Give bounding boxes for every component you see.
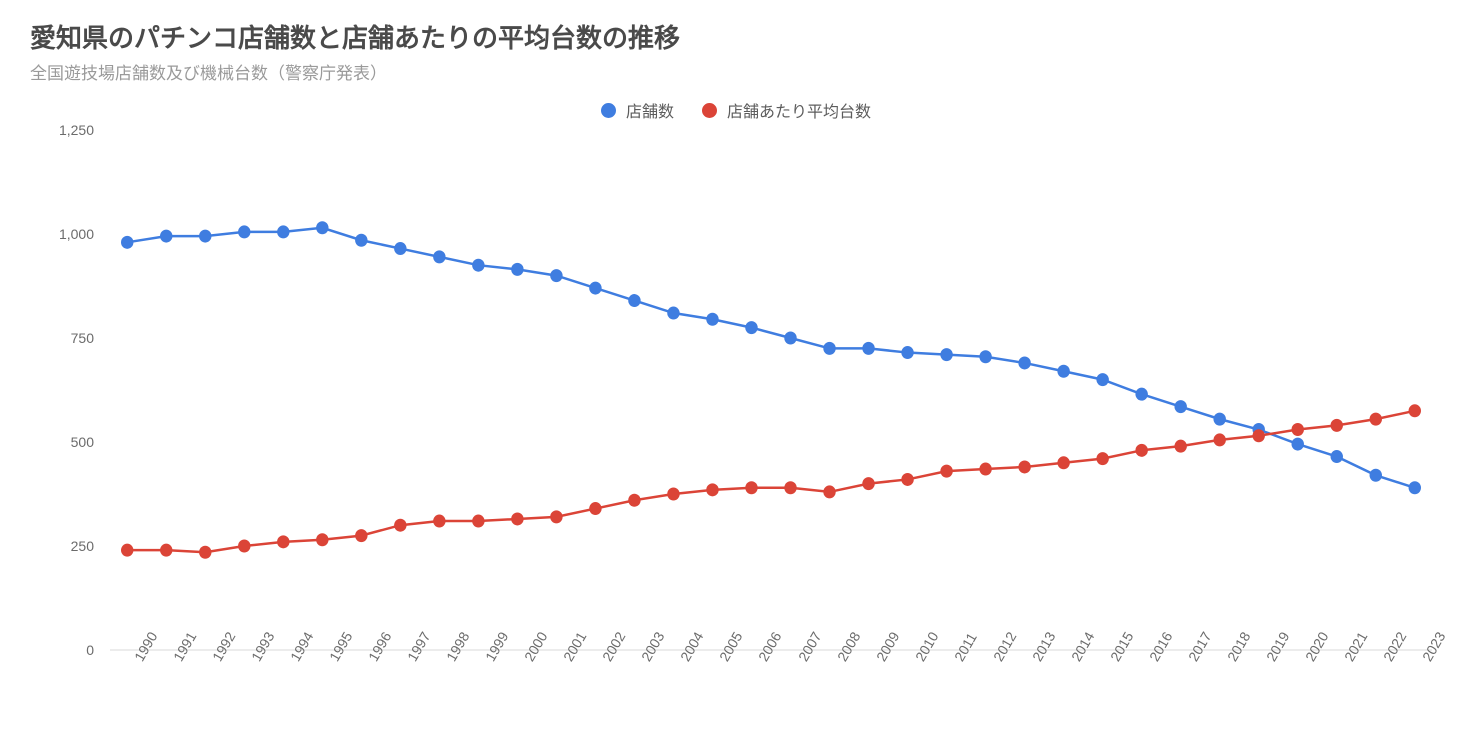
legend-item-stores: 店舗数 xyxy=(601,98,674,122)
legend-marker-stores xyxy=(601,103,616,118)
chart-title: 愛知県のパチンコ店舗数と店舗あたりの平均台数の推移 xyxy=(30,18,1442,55)
legend-item-avg: 店舗あたり平均台数 xyxy=(702,98,871,122)
y-tick-label: 500 xyxy=(71,434,94,450)
x-axis-labels: 1990199119921993199419951996199719981999… xyxy=(110,650,1432,710)
chart-subtitle: 全国遊技場店舗数及び機械台数（警察庁発表） xyxy=(30,59,1442,84)
y-axis-labels: 02505007501,0001,250 xyxy=(30,130,100,650)
y-tick-label: 1,000 xyxy=(59,226,94,242)
legend-label-avg: 店舗あたり平均台数 xyxy=(727,98,871,122)
chart-area: 02505007501,0001,250 1990199119921993199… xyxy=(30,130,1442,710)
y-tick-label: 750 xyxy=(71,330,94,346)
y-tick-label: 0 xyxy=(86,642,94,658)
plot-svg xyxy=(110,130,1432,650)
legend: 店舗数 店舗あたり平均台数 xyxy=(30,98,1442,122)
y-tick-label: 1,250 xyxy=(59,122,94,138)
legend-label-stores: 店舗数 xyxy=(626,98,674,122)
y-tick-label: 250 xyxy=(71,538,94,554)
plot-area xyxy=(110,130,1432,650)
chart-container: 愛知県のパチンコ店舗数と店舗あたりの平均台数の推移 全国遊技場店舗数及び機械台数… xyxy=(0,0,1472,742)
legend-marker-avg xyxy=(702,103,717,118)
